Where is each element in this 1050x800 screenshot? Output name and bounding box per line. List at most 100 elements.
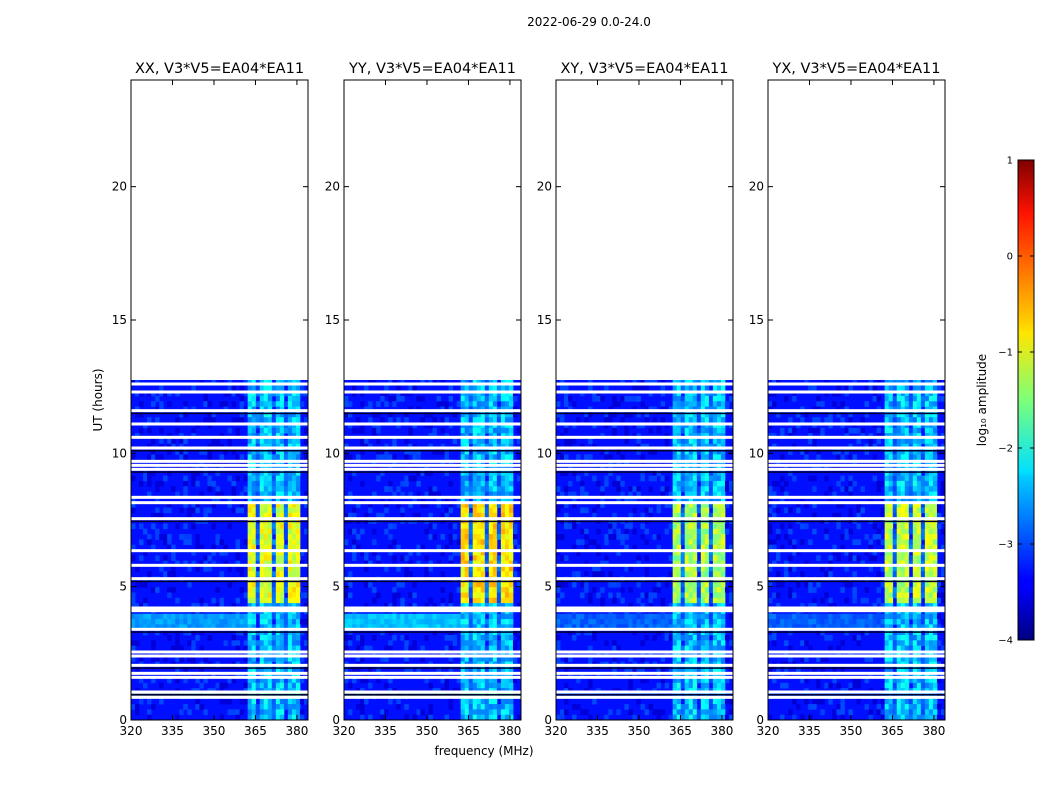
heatmap-cell (484, 698, 490, 705)
heatmap-cell (448, 385, 454, 392)
heatmap-cell (484, 635, 490, 641)
heatmap-cell (508, 449, 514, 455)
heatmap-cell (488, 486, 494, 492)
heatmap-cell (183, 523, 188, 530)
heatmap-cell (428, 523, 433, 530)
heatmap-cell (480, 592, 486, 599)
heatmap-cell (488, 666, 494, 673)
heatmap-cell (147, 470, 152, 477)
dark-line (131, 412, 308, 415)
heatmap-cell (684, 666, 690, 673)
heatmap-cell (508, 528, 514, 535)
heatmap-cell (636, 650, 641, 657)
heatmap-cell (724, 502, 730, 508)
heatmap-cell (468, 656, 474, 662)
heatmap-cell (299, 677, 305, 684)
heatmap-cell (255, 475, 261, 482)
heatmap-cell (508, 550, 514, 556)
gap-line (556, 671, 733, 675)
heatmap-cell (568, 480, 573, 487)
heatmap-cell (692, 486, 698, 492)
heatmap-cell (460, 650, 466, 657)
heatmap-cell (500, 427, 506, 434)
heatmap-cell (348, 635, 353, 641)
heatmap-cell (696, 449, 702, 455)
heatmap-cell (412, 613, 417, 620)
heatmap-cell (696, 411, 702, 418)
heatmap-cell (440, 550, 445, 556)
heatmap-cell (247, 565, 253, 572)
gap-line (344, 549, 521, 553)
heatmap-cell (928, 454, 934, 461)
heatmap-cell (147, 709, 152, 716)
heatmap-cell (488, 565, 494, 572)
heatmap-cell (712, 528, 718, 535)
heatmap-cell (916, 486, 922, 492)
heatmap-cell (684, 619, 690, 625)
heatmap-cell (864, 385, 869, 392)
heatmap-cell (576, 704, 581, 710)
heatmap-cell (303, 603, 308, 609)
heatmap-cell (656, 427, 661, 434)
gap-line (344, 517, 521, 521)
heatmap-cell (640, 592, 645, 599)
heatmap-cell (688, 385, 694, 392)
heatmap-cell (263, 528, 269, 535)
heatmap-cell (267, 635, 273, 641)
heatmap-cell (396, 698, 401, 705)
heatmap-cell (251, 411, 257, 418)
heatmap-cell (704, 613, 710, 620)
heatmap-cell (267, 581, 273, 588)
heatmap-cell (348, 401, 353, 407)
heatmap-cell (239, 502, 245, 508)
heatmap-cell (231, 486, 236, 492)
heatmap-cell (175, 677, 180, 684)
heatmap-cell (464, 454, 470, 461)
heatmap-cell (460, 401, 466, 407)
heatmap-cell (259, 438, 265, 445)
heatmap-cell (151, 640, 156, 647)
heatmap-cell (275, 550, 281, 556)
heatmap-cell (464, 640, 470, 647)
heatmap-cell (460, 417, 466, 423)
heatmap-cell (147, 624, 152, 631)
heatmap-cell (896, 496, 902, 503)
heatmap-cell (500, 619, 506, 625)
heatmap-cell (263, 395, 269, 402)
heatmap-cell (788, 417, 793, 423)
heatmap-cell (636, 438, 641, 445)
heatmap-cell (251, 677, 257, 684)
heatmap-cell (712, 475, 718, 482)
heatmap-cell (708, 512, 714, 519)
heatmap-cell (492, 592, 498, 599)
heatmap-cell (504, 539, 510, 546)
heatmap-cell (456, 496, 462, 503)
heatmap-cell (251, 592, 257, 599)
heatmap-cell (920, 385, 926, 392)
heatmap-cell (884, 502, 890, 508)
heatmap-cell (279, 709, 285, 716)
gap-line (344, 459, 521, 463)
heatmap-cell (640, 523, 645, 530)
heatmap-cell (139, 624, 144, 631)
heatmap-cell (275, 704, 281, 710)
heatmap-cell (488, 454, 494, 461)
heatmap-cell (352, 619, 357, 625)
heatmap-cell (636, 666, 641, 673)
heatmap-cell (135, 650, 140, 657)
heatmap-cell (287, 523, 293, 530)
heatmap-cell (175, 640, 180, 647)
heatmap-cell (287, 672, 293, 678)
heatmap-cell (712, 555, 718, 562)
heatmap-cell (275, 650, 281, 657)
heatmap-cell (608, 470, 613, 477)
heatmap-cell (279, 666, 285, 673)
heatmap-cell (195, 480, 200, 487)
heatmap-cell (872, 385, 878, 392)
heatmap-cell (632, 714, 637, 720)
heatmap-cell (876, 395, 882, 402)
heatmap-cell (271, 470, 277, 477)
heatmap-cell (912, 449, 918, 455)
heatmap-cell (360, 698, 365, 705)
heatmap-cell (143, 581, 148, 588)
